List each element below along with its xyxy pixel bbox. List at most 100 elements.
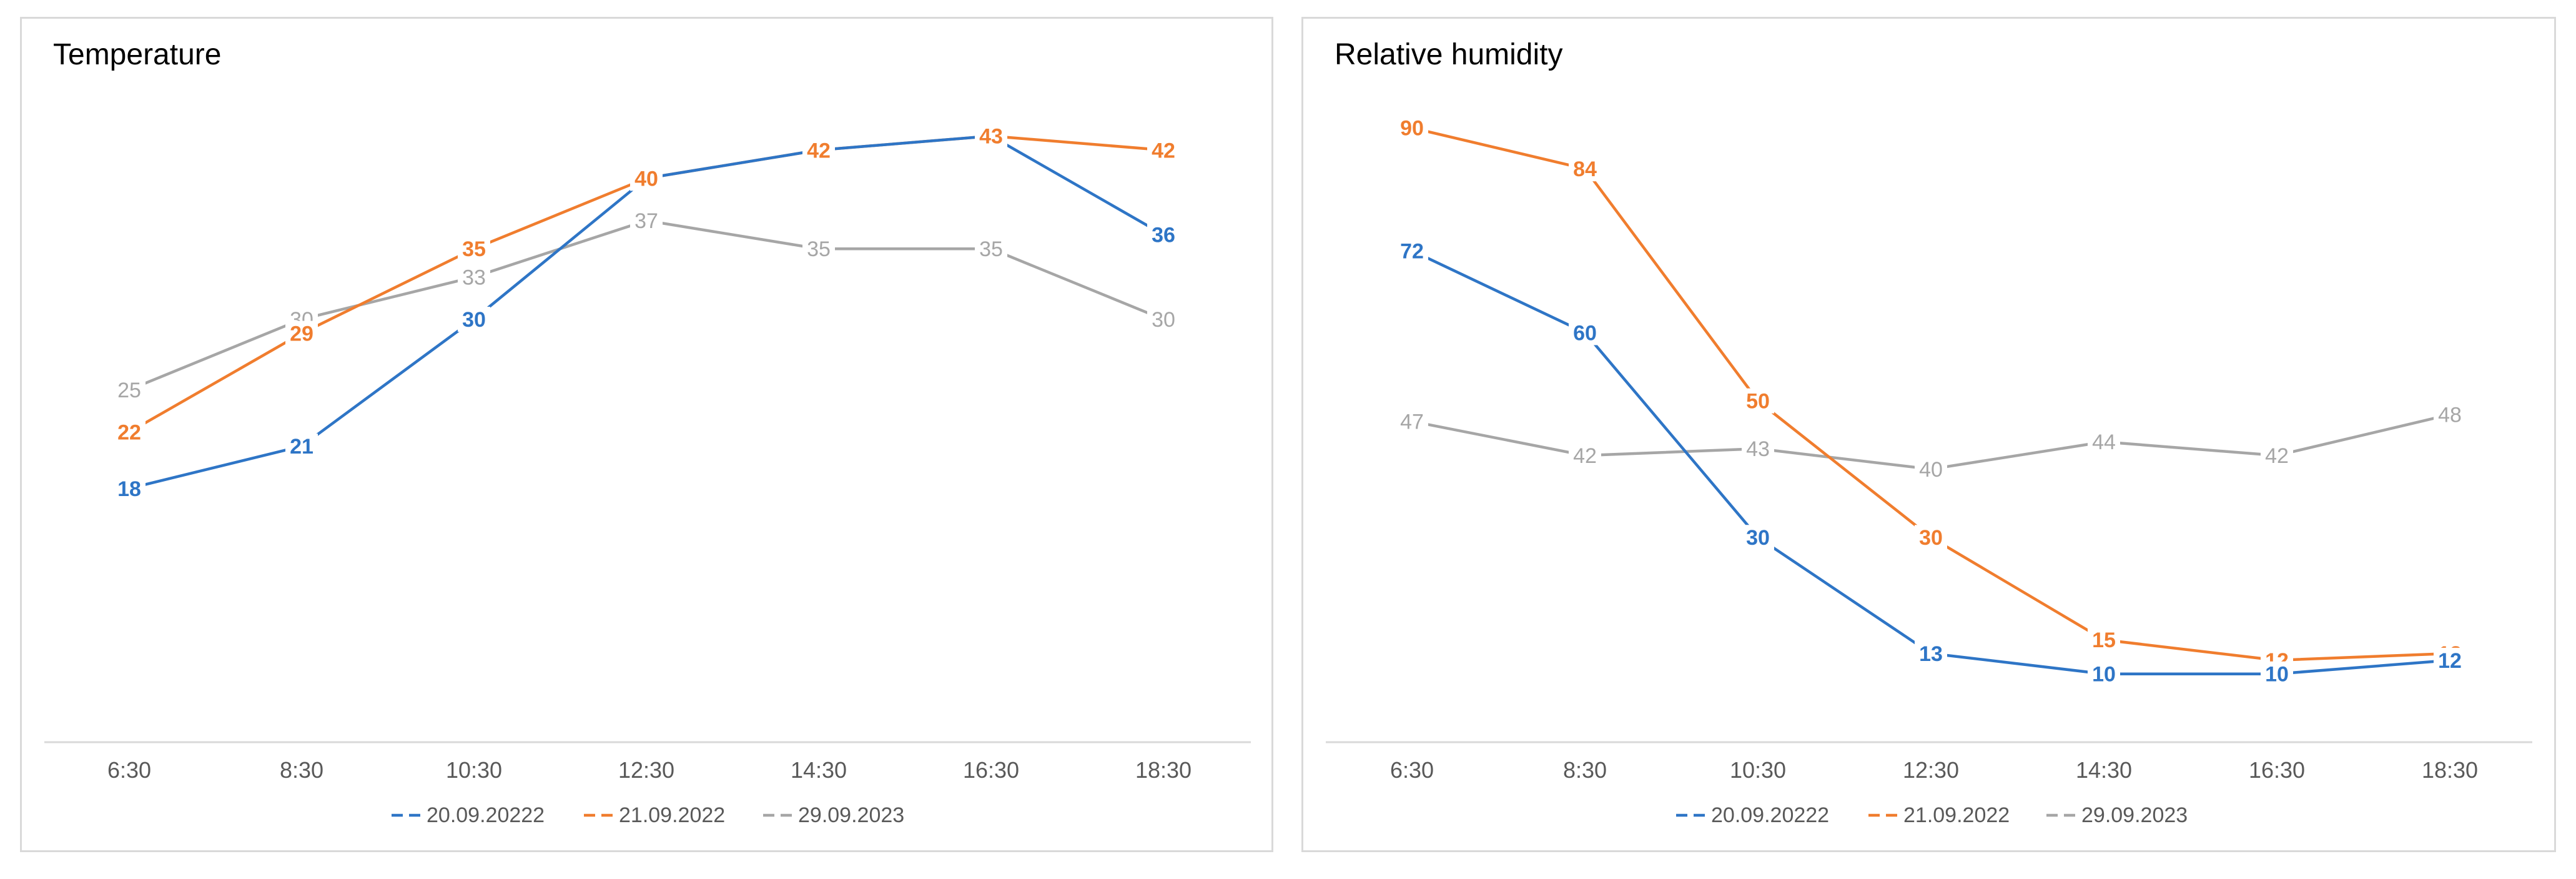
data-label-background xyxy=(1147,222,1180,247)
data-label-background xyxy=(802,137,835,163)
data-label: 22 xyxy=(117,421,141,445)
data-label-background xyxy=(1569,156,1601,182)
data-label: 29 xyxy=(290,322,313,346)
data-label-background xyxy=(1915,525,1947,550)
data-label-background xyxy=(458,307,490,332)
data-label: 30 xyxy=(1152,308,1175,332)
data-label: 25 xyxy=(117,379,141,402)
data-label-background xyxy=(1396,409,1428,434)
data-label-background xyxy=(1147,137,1180,163)
data-label: 30 xyxy=(462,308,486,332)
data-label-background xyxy=(2261,661,2293,687)
temperature-chart: 6:30 8:30 10:30 12:30 14:30 16:30 18:30 25 30 33 3… xyxy=(44,123,1251,827)
data-label: 30 xyxy=(1746,526,1770,550)
data-label-background xyxy=(1742,436,1774,462)
data-label: 40 xyxy=(1919,458,1943,482)
x-tick-label: 10:30 xyxy=(446,757,502,783)
data-label-background xyxy=(630,208,663,234)
data-label-background xyxy=(1915,456,1947,482)
data-label: 42 xyxy=(2265,444,2289,468)
data-label-background xyxy=(975,236,1007,262)
data-label: 10 xyxy=(2092,663,2116,687)
x-tick-label: 18:30 xyxy=(1135,757,1192,783)
x-tick-label: 14:30 xyxy=(2076,757,2132,783)
data-label: 35 xyxy=(807,237,831,261)
data-label-background xyxy=(802,236,835,262)
data-label: 48 xyxy=(2438,404,2462,427)
data-label: 36 xyxy=(1152,224,1175,247)
data-label: 42 xyxy=(807,139,831,162)
data-label-background xyxy=(285,320,318,346)
data-label: 47 xyxy=(1400,410,1424,434)
data-label-background xyxy=(630,166,663,191)
x-tick-label: 12:30 xyxy=(618,757,674,783)
x-tick-label: 6:30 xyxy=(107,757,151,783)
x-tick-label: 16:30 xyxy=(963,757,1019,783)
data-label: 35 xyxy=(462,237,486,261)
data-label-background xyxy=(1742,388,1774,414)
legend-label: 29.09.2023 xyxy=(798,803,904,827)
legend-label: 29.09.2023 xyxy=(2081,803,2188,827)
legend-label: 20.09.20222 xyxy=(1711,803,1829,827)
series-line-29.09.2023 xyxy=(127,219,1165,392)
data-label-background xyxy=(458,236,490,262)
data-label: 90 xyxy=(1400,117,1424,141)
data-label-background xyxy=(2088,429,2120,455)
x-tick-label: 8:30 xyxy=(1563,757,1607,783)
data-label: 10 xyxy=(2265,663,2289,687)
data-label-background xyxy=(975,123,1007,149)
legend-label: 21.09.2022 xyxy=(619,803,725,827)
relative-humidity-chart: 6:30 8:30 10:30 12:30 14:30 16:30 18:30 47 42 43 4… xyxy=(1326,115,2532,827)
data-label: 37 xyxy=(634,209,658,233)
chart-title: Temperature xyxy=(53,38,222,71)
data-label-background xyxy=(1915,640,1947,666)
data-label-background xyxy=(1742,525,1774,550)
legend-label: 21.09.2022 xyxy=(1903,803,2010,827)
data-label-background xyxy=(285,434,318,459)
data-label: 84 xyxy=(1573,157,1597,181)
x-tick-label: 10:30 xyxy=(1730,757,1786,783)
data-label-background xyxy=(1396,238,1428,264)
data-label: 21 xyxy=(290,435,313,459)
data-label: 30 xyxy=(1919,526,1943,550)
data-label: 18 xyxy=(117,477,141,501)
x-tick-label: 12:30 xyxy=(1903,757,1959,783)
data-label-background xyxy=(1569,443,1601,469)
x-tick-label: 16:30 xyxy=(2249,757,2305,783)
data-label: 42 xyxy=(1573,444,1597,468)
data-label-background xyxy=(113,419,146,445)
data-label-background xyxy=(2088,661,2120,687)
relative-humidity-chart-panel: Relative humidity 6:30 8:30 10:30 12:30 14:3… xyxy=(1301,17,2556,852)
data-label: 72 xyxy=(1400,239,1424,263)
data-label: 35 xyxy=(979,237,1003,261)
data-label: 44 xyxy=(2092,430,2116,454)
x-tick-label: 18:30 xyxy=(2422,757,2478,783)
x-tick-label: 14:30 xyxy=(791,757,847,783)
x-tick-label: 8:30 xyxy=(280,757,323,783)
data-label-background xyxy=(113,377,146,402)
temperature-chart-panel: Temperature 6:30 8:30 10:30 12:30 14:30 16:30… xyxy=(20,17,1273,852)
data-label: 13 xyxy=(1919,642,1943,666)
data-label: 43 xyxy=(979,125,1003,149)
data-label-background xyxy=(2434,402,2466,427)
chart-title: Relative humidity xyxy=(1335,38,1563,71)
data-label-background xyxy=(458,264,490,290)
data-label-background xyxy=(1569,320,1601,345)
data-label-background xyxy=(1147,307,1180,332)
data-label: 43 xyxy=(1746,437,1770,461)
x-tick-label: 6:30 xyxy=(1390,757,1434,783)
data-label: 40 xyxy=(634,167,658,191)
series-line-21.09.2022 xyxy=(1410,126,2452,662)
data-label-background xyxy=(1396,115,1428,141)
data-label: 50 xyxy=(1746,390,1770,414)
legend-label: 20.09.20222 xyxy=(427,803,545,827)
data-label-background xyxy=(2088,627,2120,653)
data-label: 12 xyxy=(2438,649,2462,673)
data-label-background xyxy=(113,475,146,501)
data-label: 60 xyxy=(1573,321,1597,345)
data-label: 42 xyxy=(1152,139,1175,162)
data-label-background xyxy=(2434,647,2466,673)
data-label: 15 xyxy=(2092,628,2116,652)
data-label: 33 xyxy=(462,266,486,289)
data-label-background xyxy=(2261,443,2293,469)
